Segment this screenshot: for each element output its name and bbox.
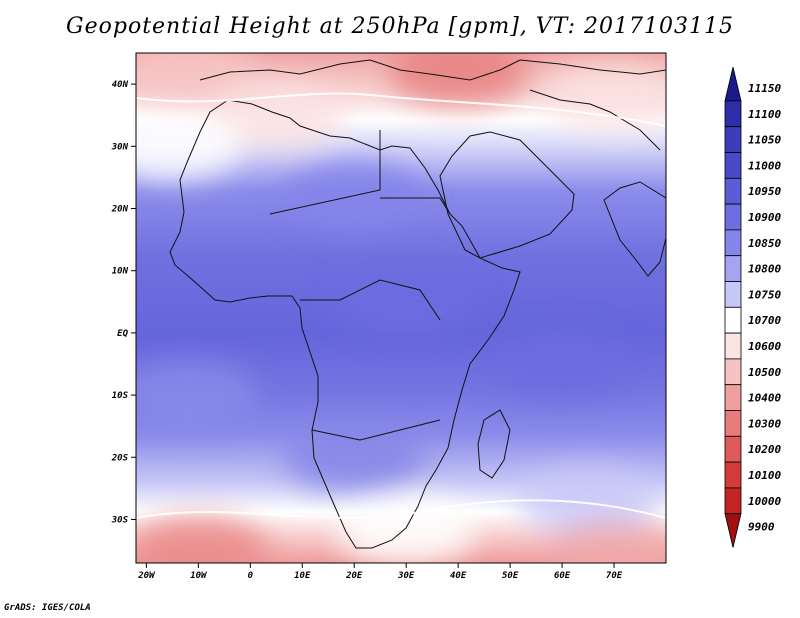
field-region-0 bbox=[388, 53, 529, 106]
y-tick-label: 10S bbox=[112, 391, 129, 401]
colorbar-swatch bbox=[724, 255, 742, 282]
field-region-12 bbox=[136, 516, 269, 563]
india-coastline bbox=[603, 181, 666, 277]
colorbar-swatch bbox=[724, 126, 742, 153]
x-tick-label: 60E bbox=[554, 571, 571, 581]
land-outlines bbox=[169, 59, 666, 549]
madagascar-coastline bbox=[477, 409, 511, 479]
colorbar-label: 9900 bbox=[748, 521, 775, 534]
south-asia-coastline bbox=[529, 89, 661, 151]
colorbar-label: 10200 bbox=[748, 443, 781, 456]
x-tick-label: 0 bbox=[248, 571, 254, 581]
y-tick-label: EQ bbox=[117, 329, 128, 339]
africa-coastline bbox=[169, 99, 521, 549]
y-tick-label: 20S bbox=[111, 453, 129, 463]
contour-line bbox=[136, 499, 666, 519]
y-tick-label: 30N bbox=[111, 142, 129, 152]
y-tick-label: 10N bbox=[112, 267, 129, 277]
x-tick-label: 20E bbox=[345, 571, 363, 581]
colorbar-swatch bbox=[724, 513, 742, 548]
colorbar-swatch bbox=[724, 358, 742, 386]
colorbar-swatch bbox=[724, 177, 742, 205]
country-border-south bbox=[311, 419, 441, 441]
x-tick-label: 50E bbox=[502, 571, 519, 581]
colorbar-swatch bbox=[724, 435, 742, 463]
colorbar-swatch bbox=[724, 410, 742, 437]
x-axis: 20W 10W 0 10E 20E 30E 40E 50E 60E 70E bbox=[137, 563, 623, 581]
field-region-4 bbox=[544, 62, 666, 131]
colorbar-swatch bbox=[724, 100, 742, 128]
colorbar-swatch bbox=[724, 306, 742, 334]
colorbar-swatch bbox=[724, 152, 742, 179]
colorbar-label: 10600 bbox=[748, 340, 781, 353]
field-region-8 bbox=[136, 361, 258, 430]
map-frame bbox=[135, 52, 667, 564]
colorbar-swatch bbox=[724, 67, 742, 102]
colorbar-label: 10850 bbox=[748, 237, 781, 250]
field-region-10 bbox=[518, 466, 659, 535]
y-tick-label: 20N bbox=[111, 204, 129, 214]
x-tick-label: 20W bbox=[137, 571, 156, 581]
colorbar-swatch bbox=[724, 203, 742, 231]
colorbar-label: 11000 bbox=[748, 159, 781, 172]
footer-credit: GrADS: IGES/COLA bbox=[4, 603, 91, 613]
colorbar-swatch bbox=[724, 487, 742, 515]
colorbar-swatch bbox=[724, 281, 742, 308]
x-tick-label: 10E bbox=[294, 571, 311, 581]
colorbar-label: 10700 bbox=[748, 314, 781, 327]
colorbar-label: 10100 bbox=[748, 469, 781, 482]
field-region-6 bbox=[336, 267, 477, 336]
x-tick-label: 10W bbox=[190, 571, 208, 581]
colorbar-label: 11100 bbox=[748, 108, 781, 121]
colorbar-label: 10800 bbox=[748, 263, 781, 276]
colorbar-swatch bbox=[724, 229, 742, 257]
y-axis: 40N 30N 20N 10N EQ 10S 20S 30S bbox=[111, 80, 136, 525]
colorbar-swatch bbox=[724, 461, 742, 489]
field-region-13 bbox=[544, 522, 666, 563]
chart-title: Geopotential Height at 250hPa [gpm], VT:… bbox=[66, 14, 734, 39]
colorbar-label: 10750 bbox=[748, 288, 781, 301]
colorbar-swatch bbox=[724, 332, 742, 360]
country-border-sahara bbox=[269, 130, 381, 215]
x-tick-label: 70E bbox=[606, 571, 623, 581]
y-tick-label: 40N bbox=[112, 80, 129, 90]
country-border-sudan bbox=[380, 197, 451, 215]
colorbar-label: 10400 bbox=[748, 392, 781, 405]
y-tick-label: 30S bbox=[111, 515, 129, 525]
colorbar-label: 10950 bbox=[748, 185, 781, 198]
colorbar: 11150 11100 11050 11000 10950 10900 10850 10800… bbox=[724, 67, 781, 548]
europe-coastline bbox=[199, 59, 666, 81]
field-region-2 bbox=[206, 81, 347, 150]
field-region-11 bbox=[336, 497, 477, 563]
colorbar-label: 11150 bbox=[748, 82, 781, 95]
country-border-central bbox=[300, 279, 441, 321]
colorbar-label: 11050 bbox=[748, 134, 781, 147]
colorbar-swatch bbox=[724, 384, 742, 411]
colorbar-label: 10000 bbox=[748, 495, 781, 508]
colorbar-label: 10500 bbox=[748, 366, 781, 379]
arabia-coastline bbox=[439, 131, 575, 259]
colorbar-label: 10900 bbox=[748, 211, 781, 224]
x-tick-label: 40E bbox=[450, 571, 467, 581]
field-region-7 bbox=[492, 329, 633, 398]
field-region-9 bbox=[284, 423, 425, 492]
contour-line bbox=[136, 92, 666, 127]
x-tick-label: 30E bbox=[397, 571, 415, 581]
field-region-3 bbox=[136, 112, 243, 181]
colorbar-label: 10300 bbox=[748, 417, 781, 430]
